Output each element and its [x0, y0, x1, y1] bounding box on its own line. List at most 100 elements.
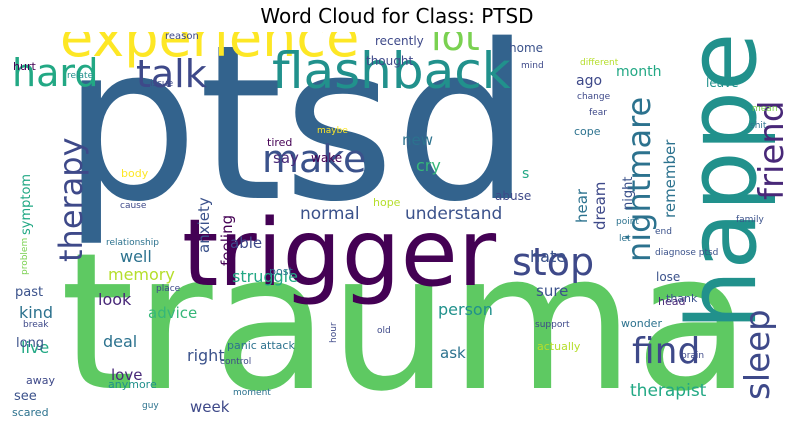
word-hurt: hurt	[13, 60, 36, 73]
word-ago: ago	[576, 73, 602, 89]
word-wake: wake	[311, 151, 342, 165]
word-cry: cry	[416, 156, 441, 175]
word-see: see	[14, 389, 37, 404]
word-trigger: trigger	[182, 199, 497, 307]
word-anxiety: anxiety	[195, 197, 213, 253]
word-flashback: flashback	[272, 42, 511, 100]
word-say: say	[273, 149, 299, 167]
word-away: away	[26, 374, 55, 387]
word-well: well	[120, 247, 152, 266]
word-look: look	[98, 290, 132, 309]
word-normal: normal	[300, 204, 360, 224]
word-abuse: abuse	[495, 189, 531, 203]
word-symptom: symptom	[19, 174, 34, 235]
word-sleep: sleep	[738, 309, 778, 400]
word-stop: stop	[512, 240, 594, 284]
word-past: past	[15, 285, 43, 300]
word-home: home	[509, 41, 543, 55]
word-sure: sure	[536, 282, 568, 300]
word-kind: kind	[19, 303, 53, 322]
word-old: old	[377, 326, 391, 336]
word-night: night	[621, 177, 636, 210]
word-relationship: relationship	[106, 238, 159, 248]
word-place: place	[156, 284, 181, 294]
word-guy: guy	[142, 401, 159, 411]
word-s: s	[522, 166, 529, 182]
word-fear: fear	[589, 108, 607, 118]
word-person: person	[438, 300, 493, 319]
word-recently: recently	[375, 34, 424, 48]
word-month: month	[616, 64, 661, 80]
word-new: new	[402, 131, 433, 149]
word-therapy: therapy	[52, 137, 90, 262]
word-deal: deal	[103, 332, 137, 351]
word-break: break	[23, 320, 49, 330]
word-therapist: therapist	[630, 381, 707, 401]
word-come: come	[546, 32, 651, 37]
word-body: body	[121, 167, 149, 180]
word-right: right	[187, 346, 225, 365]
word-reason: reason	[165, 32, 199, 42]
word-cope: cope	[574, 125, 601, 138]
word-lot: lot	[431, 32, 480, 59]
word-advice: advice	[148, 304, 197, 322]
word-post: post	[269, 265, 293, 278]
word-head: head	[658, 295, 685, 308]
word-relate: relate	[67, 71, 94, 81]
word-trauma: trauma	[60, 212, 751, 424]
word-different: different	[580, 58, 619, 68]
word-family: family	[736, 215, 764, 225]
word-talk: talk	[136, 52, 207, 96]
word-end: end	[655, 227, 672, 237]
word-nightmare: nightmare	[620, 97, 658, 262]
word-wonder: wonder	[621, 317, 662, 330]
word-love: love	[111, 366, 142, 384]
word-mind: mind	[521, 61, 544, 71]
word-lose: lose	[656, 270, 680, 284]
word-understand: understand	[405, 204, 502, 224]
word-mean: mean	[752, 104, 778, 114]
word-support: support	[535, 320, 570, 330]
word-experience: experience	[60, 32, 359, 69]
word-happen: happen	[668, 32, 778, 330]
word-feeling: feeling	[218, 215, 236, 266]
word-maybe: maybe	[317, 126, 348, 136]
word-hope: hope	[373, 196, 401, 209]
word-let: let	[619, 234, 631, 244]
word-shit: shit	[750, 121, 767, 131]
word-ptsd: ptsd	[62, 32, 531, 249]
word-panic-attack: panic attack	[227, 339, 295, 352]
word-brain: brain	[681, 351, 704, 361]
word-thank: thank	[666, 292, 698, 305]
word-issue: issue	[150, 79, 174, 89]
word-anymore: anymore	[108, 378, 157, 391]
word-scared: scared	[12, 406, 49, 419]
word-week: week	[190, 398, 230, 416]
word-struggle: struggle	[232, 267, 298, 286]
word-point: point	[616, 217, 639, 227]
word-make: make	[262, 137, 366, 181]
word-live: live	[21, 338, 49, 357]
word-memory: memory	[108, 265, 175, 284]
word-hear: hear	[573, 188, 591, 223]
chart-title: Word Cloud for Class: PTSD	[260, 4, 534, 28]
word-hard: hard	[12, 51, 98, 95]
word-able: able	[230, 234, 262, 252]
word-ask: ask	[440, 344, 466, 362]
word-cause: cause	[120, 201, 147, 211]
word-long: long	[16, 336, 44, 351]
word-dream: dream	[591, 182, 609, 230]
word-find: find	[632, 331, 700, 372]
word-leave: leave	[706, 76, 739, 90]
word-diagnose-ptsd: diagnose ptsd	[655, 248, 718, 258]
word-hate: hate	[530, 247, 566, 266]
word-actually: actually	[537, 340, 581, 353]
word-control: control	[220, 357, 251, 367]
word-remember: remember	[661, 139, 679, 218]
word-hour: hour	[329, 322, 339, 343]
word-moment: moment	[233, 388, 271, 398]
word-thought: thought	[366, 54, 413, 68]
word-tired: tired	[267, 136, 292, 149]
word-friend: friend	[752, 101, 786, 200]
